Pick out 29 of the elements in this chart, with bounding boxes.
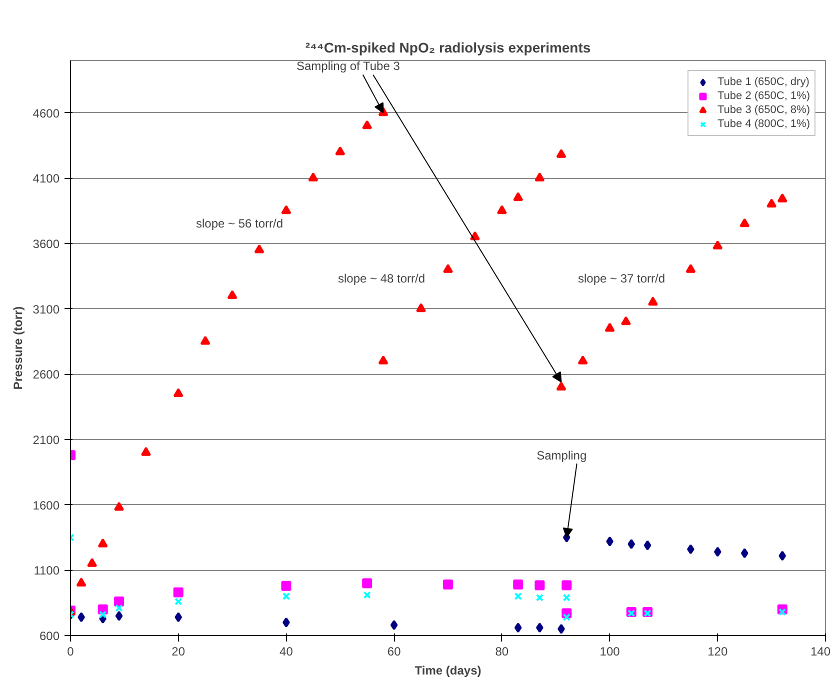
annotation: Sampling xyxy=(536,448,587,462)
x-tick-label: 0 xyxy=(67,644,74,658)
y-tick-label: 600 xyxy=(39,629,60,643)
legend-label: Tube 2 (650C, 1%) xyxy=(717,89,810,103)
x-tick-label: 60 xyxy=(387,644,402,658)
annotation: slope ~ 37 torr/d xyxy=(578,272,666,286)
x-tick-label: 120 xyxy=(708,644,728,658)
y-tick-label: 2600 xyxy=(32,368,60,382)
annotation: slope ~ 56 torr/d xyxy=(196,216,284,230)
y-tick-label: 1600 xyxy=(32,498,60,512)
y-tick-label: 3100 xyxy=(32,302,60,316)
annotation: slope ~ 48 torr/d xyxy=(338,272,426,286)
x-tick-label: 80 xyxy=(495,644,509,658)
x-tick-label: 100 xyxy=(600,644,620,658)
x-tick-label: 140 xyxy=(810,644,831,658)
y-tick-label: 1100 xyxy=(34,564,60,578)
x-tick-label: 40 xyxy=(280,644,294,658)
legend-label: Tube 4 (800C, 1%) xyxy=(717,117,810,131)
annotation: Sampling of Tube 3 xyxy=(296,58,400,73)
x-axis-title: Time (days) xyxy=(414,664,482,678)
legend-label: Tube 3 (650C, 8%) xyxy=(717,103,810,117)
y-axis-title: Pressure (torr) xyxy=(10,306,25,390)
y-tick-label: 4100 xyxy=(32,172,60,186)
chart-title: ²⁴⁴Cm-spiked NpO₂ radiolysis experiments xyxy=(305,40,591,56)
x-tick-label: 20 xyxy=(172,644,186,658)
y-tick-label: 4600 xyxy=(32,106,60,120)
y-tick-label: 3600 xyxy=(32,236,60,251)
legend-label: Tube 1 (650C, dry) xyxy=(717,75,810,89)
y-tick-label: 2100 xyxy=(32,432,60,447)
